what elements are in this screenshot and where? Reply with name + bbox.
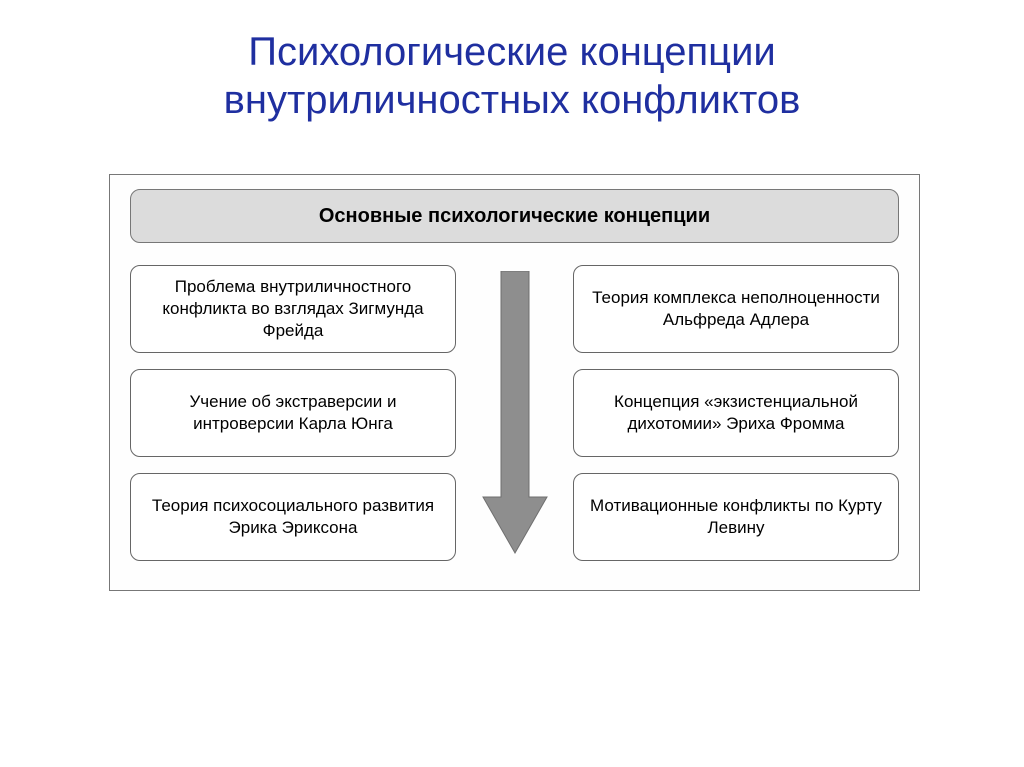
cell-text: Мотивационные конфликты по Курту Левину <box>588 495 884 539</box>
cell-text: Проблема внутриличностного конфликта во … <box>145 276 441 342</box>
diagram-header: Основные психологические концепции <box>130 189 899 243</box>
title-line-1: Психологические концепции <box>248 30 776 74</box>
diagram-container: Основные психологические концепции Пробл… <box>109 174 920 591</box>
cell-right-2: Мотивационные конфликты по Курту Левину <box>573 473 899 561</box>
diagram-grid: Проблема внутриличностного конфликта во … <box>130 265 899 565</box>
cell-right-1: Концепция «экзистенциальной дихотомии» Э… <box>573 369 899 457</box>
cell-text: Теория психосоциального развития Эрика Э… <box>145 495 441 539</box>
cell-right-0: Теория комплекса неполноценности Альфред… <box>573 265 899 353</box>
title-line-2: внутриличностных конфликтов <box>224 78 801 122</box>
cell-left-0: Проблема внутриличностного конфликта во … <box>130 265 456 353</box>
left-column: Проблема внутриличностного конфликта во … <box>130 265 456 561</box>
cell-left-1: Учение об экстраверсии и интроверсии Кар… <box>130 369 456 457</box>
down-arrow <box>475 265 555 565</box>
cell-left-2: Теория психосоциального развития Эрика Э… <box>130 473 456 561</box>
page-title: Психологические концепции внутриличностн… <box>0 28 1024 124</box>
cell-text: Концепция «экзистенциальной дихотомии» Э… <box>588 391 884 435</box>
cell-text: Учение об экстраверсии и интроверсии Кар… <box>145 391 441 435</box>
arrow-icon <box>480 271 550 555</box>
diagram-header-text: Основные психологические концепции <box>319 205 710 228</box>
right-column: Теория комплекса неполноценности Альфред… <box>573 265 899 561</box>
cell-text: Теория комплекса неполноценности Альфред… <box>588 287 884 331</box>
slide: Психологические концепции внутриличностн… <box>0 0 1024 767</box>
